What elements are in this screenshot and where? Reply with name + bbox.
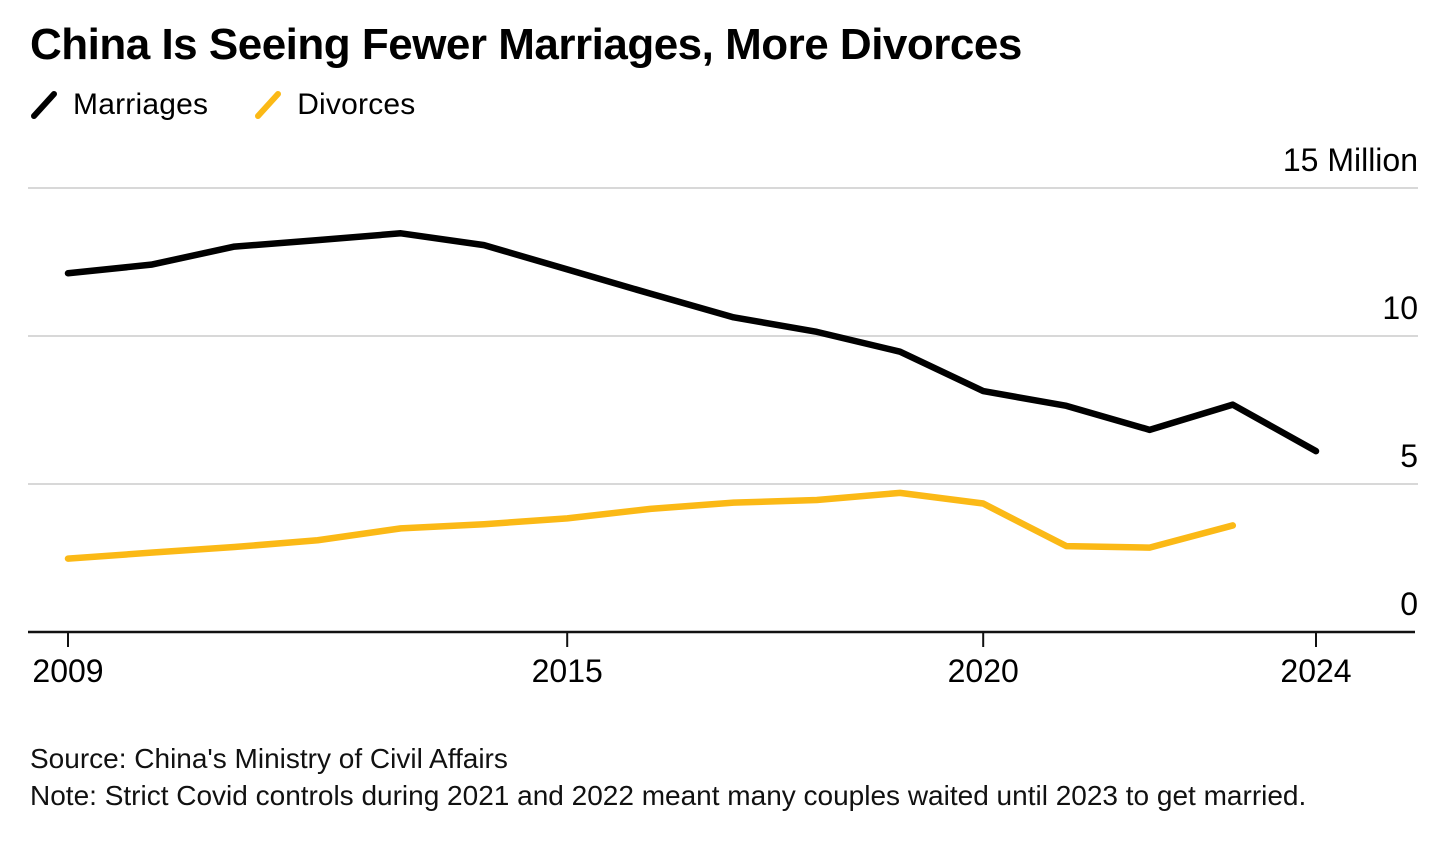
y-axis-label-15: 15 Million [1282,142,1418,178]
series-line-marriages [64,230,1320,455]
y-axis-label-0: 0 [1400,586,1418,622]
x-axis-label-2015: 2015 [531,653,603,689]
note-text: Note: Strict Covid controls during 2021 … [30,780,1307,811]
x-axis-label-2024: 2024 [1280,653,1352,689]
source-text: Source: China's Ministry of Civil Affair… [30,743,508,774]
legend-label-marriages: Marriages [73,88,209,121]
legend-item-divorces: Divorces [254,88,415,122]
x-axis-label-2009: 2009 [32,653,104,689]
divorces-slash [255,91,282,119]
chart-title: China Is Seeing Fewer Marriages, More Di… [30,20,1022,69]
series-line-divorces [64,489,1237,562]
marriages-slash [31,91,57,119]
chart-footer: Source: China's Ministry of Civil Affair… [30,740,1306,814]
y-axis-label-5: 5 [1400,438,1418,474]
y-axis-label-10: 10 [1382,290,1418,326]
marriages-line-swatch-icon [31,91,57,119]
legend-item-marriages: Marriages [30,88,208,122]
chart-legend: Marriages Divorces [30,88,415,122]
legend-label-divorces: Divorces [297,88,416,121]
x-axis-label-2020: 2020 [947,653,1019,689]
divorces-line-swatch-icon [255,91,282,119]
